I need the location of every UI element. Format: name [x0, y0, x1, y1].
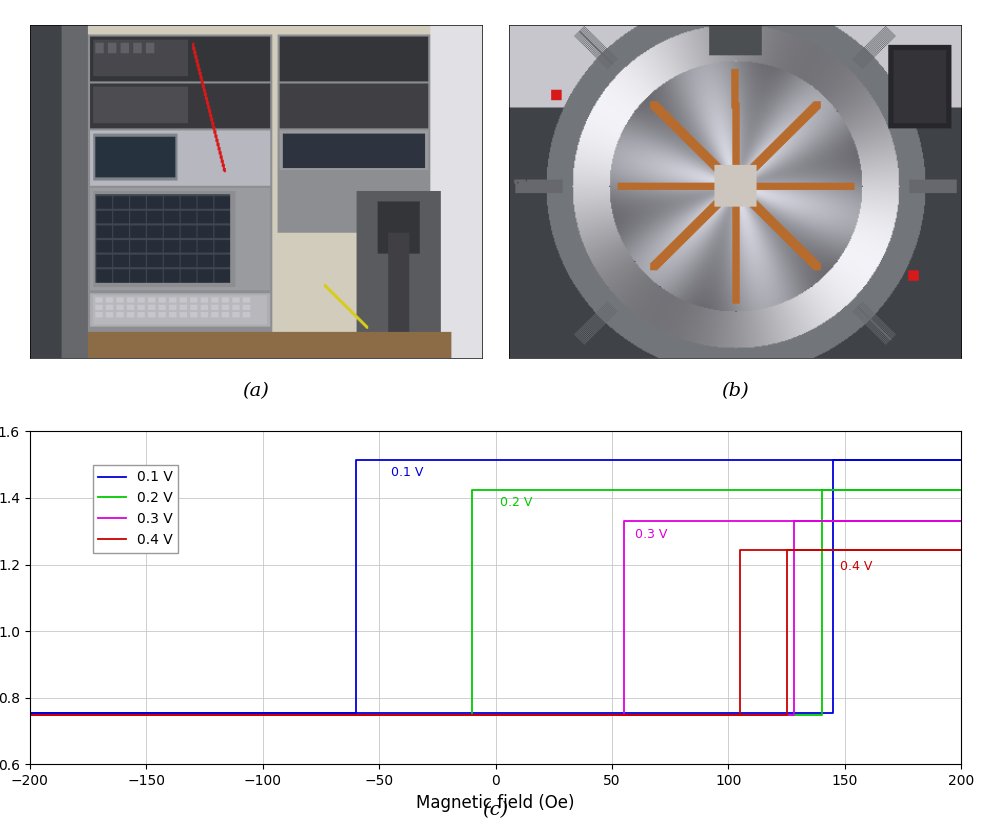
Text: (c): (c)	[483, 801, 508, 820]
Text: 0.1 V: 0.1 V	[390, 466, 423, 479]
0.4 V	[734, 545, 746, 555]
0.3 V	[955, 516, 967, 526]
0.3 V	[617, 710, 629, 720]
X-axis label: Magnetic field (Oe): Magnetic field (Oe)	[416, 794, 575, 812]
Text: 0.4 V: 0.4 V	[840, 560, 872, 572]
Line: 0.3 V: 0.3 V	[30, 521, 961, 715]
Line: 0.2 V: 0.2 V	[30, 490, 961, 715]
Line: 0.1 V: 0.1 V	[30, 459, 961, 713]
Text: 0.3 V: 0.3 V	[635, 528, 668, 541]
Legend: 0.1 V, 0.2 V, 0.3 V, 0.4 V: 0.1 V, 0.2 V, 0.3 V, 0.4 V	[92, 464, 178, 552]
0.2 V	[466, 710, 478, 720]
0.2 V	[955, 485, 967, 495]
0.3 V	[617, 516, 629, 526]
0.4 V	[955, 545, 967, 555]
0.1 V	[955, 455, 967, 464]
0.4 V	[734, 710, 746, 720]
0.1 V	[350, 708, 362, 718]
Text: (b): (b)	[721, 382, 749, 400]
Text: (a): (a)	[243, 382, 270, 400]
Line: 0.4 V: 0.4 V	[30, 550, 961, 715]
Text: 0.2 V: 0.2 V	[500, 496, 532, 509]
0.2 V	[24, 710, 36, 720]
0.2 V	[466, 485, 478, 495]
0.4 V	[24, 710, 36, 720]
0.3 V	[24, 710, 36, 720]
0.1 V	[350, 455, 362, 464]
0.1 V	[24, 708, 36, 718]
